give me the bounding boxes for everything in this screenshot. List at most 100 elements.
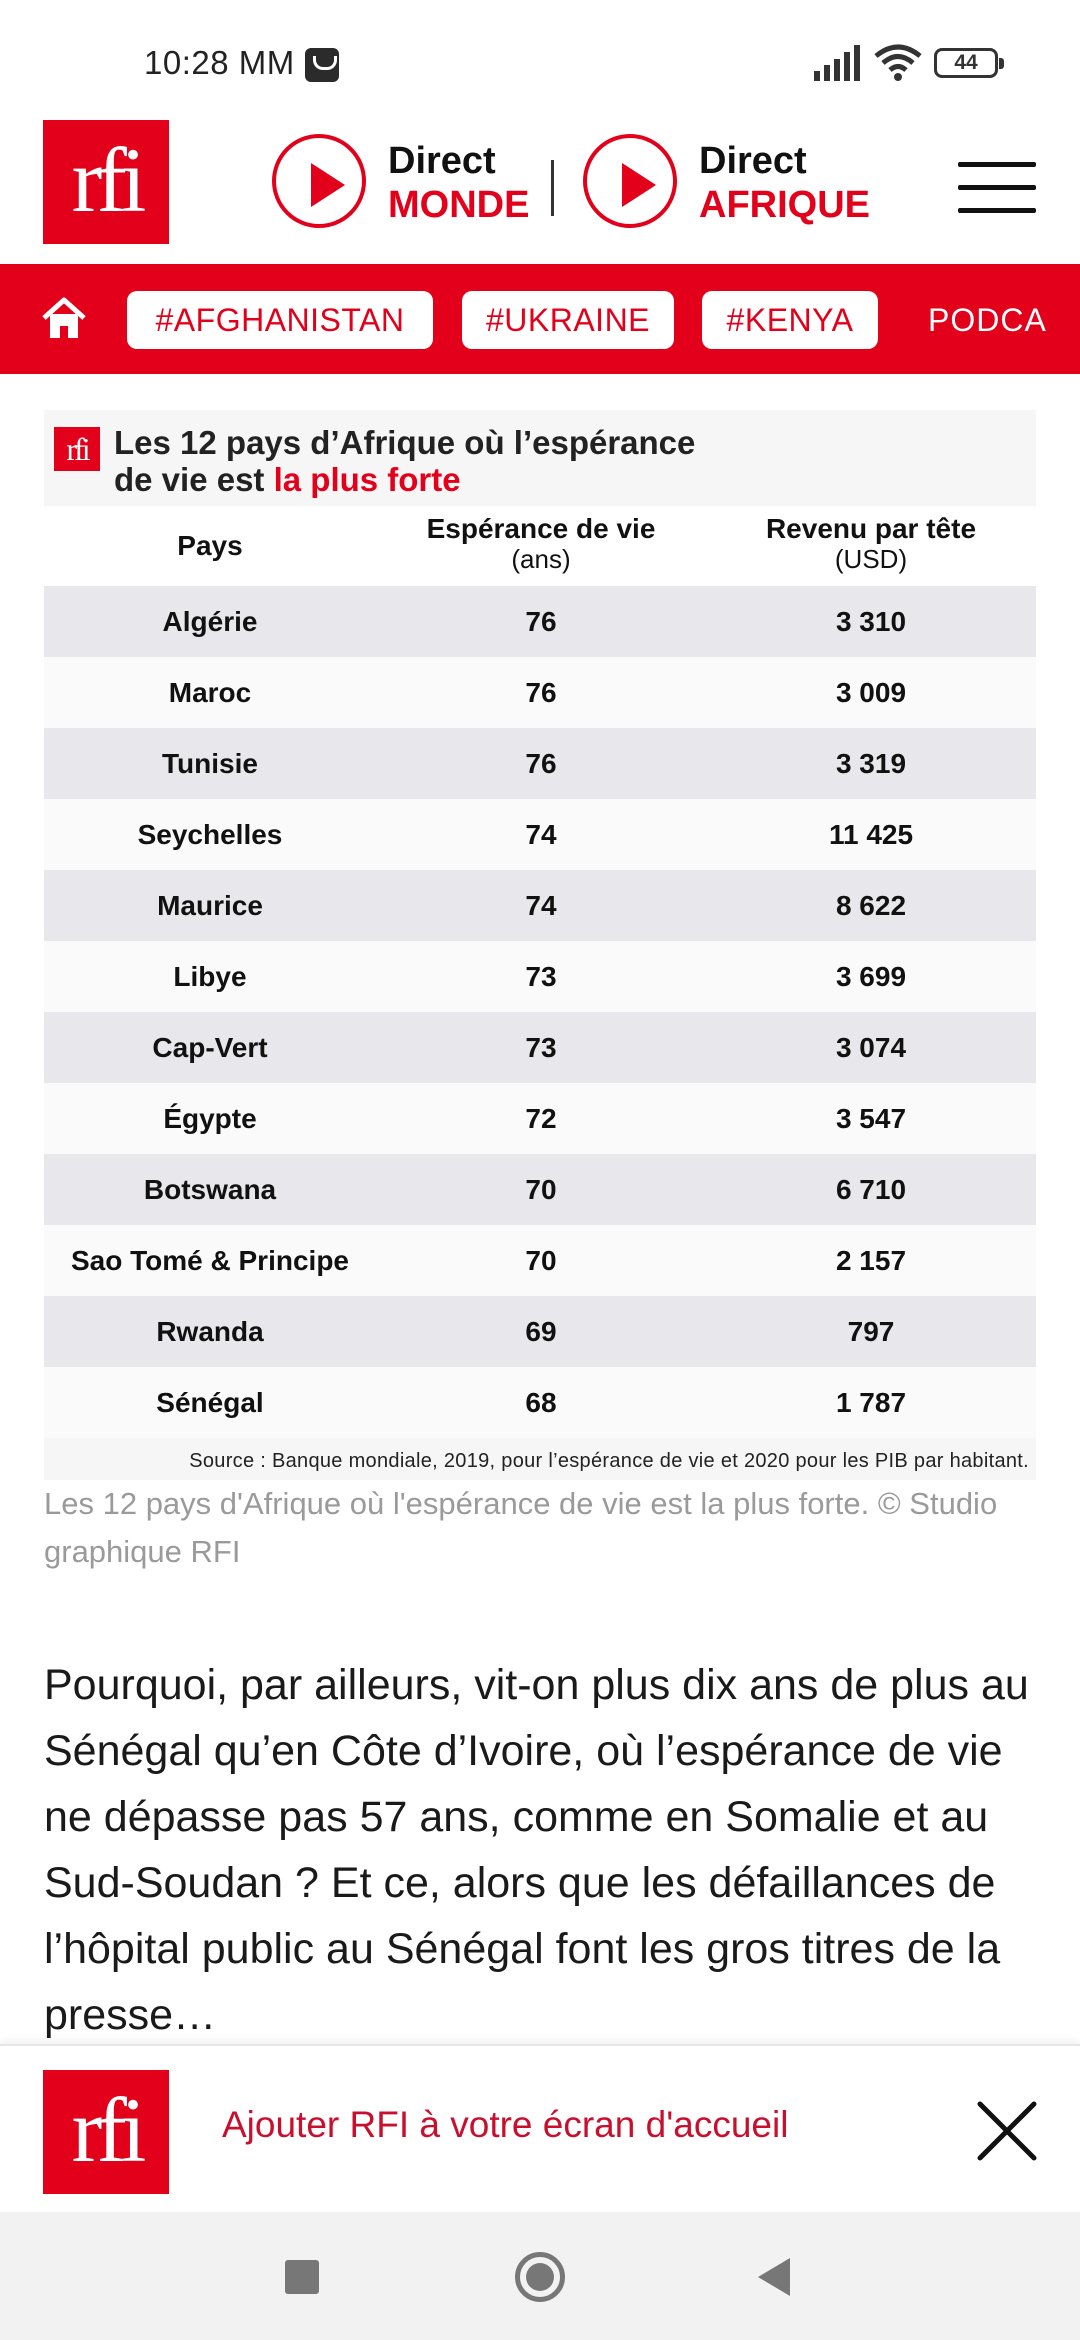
add-to-home-link[interactable]: Ajouter RFI à votre écran d'accueil: [222, 2104, 789, 2145]
table-body: Algérie 76 3 310 Maroc 76 3 009 Tunisie 76 3 3…: [44, 586, 1036, 1438]
tag-ukraine[interactable]: #UKRAINE: [462, 291, 674, 349]
live-monde-button[interactable]: Direct MONDE: [272, 134, 532, 234]
cell-life-expectancy: 76: [525, 748, 557, 779]
menu-icon[interactable]: [958, 160, 1038, 216]
table-row: Sao Tomé & Principe 70 2 157: [44, 1225, 1036, 1296]
cell-income: 6 710: [835, 1174, 907, 1205]
cell-income: 3 699: [835, 961, 907, 992]
table-row: Rwanda 69 797: [44, 1296, 1036, 1367]
notification-icon: [305, 48, 339, 82]
column-unit: (ans): [511, 544, 571, 574]
cell-life-expectancy: 74: [525, 890, 557, 921]
cell-income: 3 547: [835, 1103, 907, 1134]
battery-icon: 44: [934, 48, 1004, 78]
column-label: Espérance de vie: [426, 513, 656, 544]
cell-country: Maurice: [157, 890, 263, 921]
cell-income: 3 074: [835, 1032, 907, 1063]
system-nav-bar: [0, 2212, 1080, 2340]
table-header: Pays Espérance de vie (ans) Revenu par t…: [44, 506, 1036, 586]
cell-country: Seychelles: [137, 819, 283, 850]
column-label: Revenu par tête: [765, 513, 977, 544]
title-line-1: Les 12 pays d’Afrique où l’espérance: [114, 424, 696, 461]
source-note: Source : Banque mondiale, 2019, pour l’e…: [189, 1450, 1029, 1472]
title-line-2-text: de vie est: [114, 461, 274, 498]
column-label: Pays: [177, 530, 243, 561]
column-header-income: Revenu par tête (USD): [706, 506, 1036, 586]
cell-country: Algérie: [162, 606, 258, 637]
recent-apps-icon[interactable]: [285, 2260, 319, 2294]
cell-life-expectancy: 70: [525, 1174, 557, 1205]
title-line-2: de vie est la plus forte: [114, 461, 1014, 498]
cell-income: 1 787: [835, 1387, 907, 1418]
article-paragraph: Pourquoi, par ailleurs, vit-on plus dix …: [44, 1661, 1029, 2039]
home-button-icon[interactable]: [515, 2252, 565, 2302]
status-time: 10:28 MM: [144, 44, 295, 81]
column-header-country: Pays: [44, 506, 376, 586]
rfi-logo[interactable]: rfi: [43, 120, 169, 244]
add-to-home-banner[interactable]: rfi Ajouter RFI à votre écran d'accueil: [0, 2044, 1080, 2212]
infographic-title: Les 12 pays d’Afrique où l’espérance de …: [114, 424, 1014, 498]
cell-country: Cap-Vert: [152, 1032, 268, 1063]
cell-income: 11 425: [828, 819, 914, 850]
cell-life-expectancy: 73: [525, 961, 557, 992]
cell-life-expectancy: 68: [525, 1387, 557, 1418]
tag-kenya[interactable]: #KENYA: [702, 291, 878, 349]
table-row: Tunisie 76 3 319: [44, 728, 1036, 799]
close-icon[interactable]: [974, 2098, 1040, 2164]
cell-life-expectancy: 73: [525, 1032, 557, 1063]
cell-country: Rwanda: [156, 1316, 264, 1347]
table-row: Botswana 70 6 710: [44, 1154, 1036, 1225]
cell-life-expectancy: 69: [525, 1316, 557, 1347]
rfi-logo-small: rfi: [54, 427, 100, 471]
cell-life-expectancy: 74: [525, 819, 557, 850]
cell-life-expectancy: 70: [525, 1245, 557, 1276]
table-row: Égypte 72 3 547: [44, 1083, 1036, 1154]
column-unit: (USD): [834, 544, 908, 574]
image-caption: Les 12 pays d'Afrique où l'espérance de …: [44, 1486, 998, 1569]
table-row: Seychelles 74 11 425: [44, 799, 1036, 870]
cell-country: Botswana: [143, 1174, 277, 1205]
column-header-life-expectancy: Espérance de vie (ans): [376, 506, 706, 586]
cell-income: 2 157: [835, 1245, 907, 1276]
cell-country: Tunisie: [162, 748, 258, 779]
table-row: Maroc 76 3 009: [44, 657, 1036, 728]
cell-income: 797: [847, 1316, 895, 1347]
cell-life-expectancy: 76: [525, 606, 557, 637]
infographic: rfi Les 12 pays d’Afrique où l’espérance…: [44, 410, 1036, 1480]
tag-afghanistan[interactable]: #AFGHANISTAN: [127, 291, 433, 349]
cell-country: Égypte: [163, 1103, 257, 1134]
tag-podcasts[interactable]: PODCA: [928, 302, 1047, 338]
cell-country: Maroc: [168, 677, 252, 708]
play-icon: [272, 134, 366, 228]
cell-country: Libye: [173, 961, 247, 992]
cell-income: 8 622: [835, 890, 907, 921]
cell-life-expectancy: 72: [525, 1103, 557, 1134]
table-row: Algérie 76 3 310: [44, 586, 1036, 657]
title-highlight: la plus forte: [273, 461, 461, 498]
live-afrique-button[interactable]: Direct AFRIQUE: [583, 134, 873, 234]
rfi-logo: rfi: [43, 2070, 169, 2194]
cell-income: 3 310: [835, 606, 907, 637]
cell-income: 3 319: [835, 748, 907, 779]
cell-country: Sénégal: [156, 1387, 264, 1418]
site-header: rfi Direct MONDE Direct AFRIQUE: [0, 110, 1080, 264]
topic-nav: #AFGHANISTAN #UKRAINE #KENYA PODCA: [0, 264, 1080, 374]
play-icon: [583, 134, 677, 228]
back-icon[interactable]: [758, 2258, 790, 2296]
home-icon[interactable]: [40, 294, 88, 342]
table-row: Maurice 74 8 622: [44, 870, 1036, 941]
table-row: Sénégal 68 1 787: [44, 1367, 1036, 1438]
cell-country: Sao Tomé & Principe: [71, 1245, 349, 1276]
status-bar: 10:28 MM 44: [0, 0, 1080, 110]
cell-income: 3 009: [835, 677, 907, 708]
live-monde-label: Direct: [388, 140, 496, 182]
wifi-icon: [874, 44, 922, 81]
live-monde-sublabel: MONDE: [388, 184, 530, 226]
live-afrique-label: Direct: [699, 140, 807, 182]
cell-life-expectancy: 76: [525, 677, 557, 708]
divider: [551, 160, 554, 216]
table-row: Cap-Vert 73 3 074: [44, 1012, 1036, 1083]
signal-icon: [814, 45, 860, 81]
table-row: Libye 73 3 699: [44, 941, 1036, 1012]
live-afrique-sublabel: AFRIQUE: [699, 184, 870, 226]
